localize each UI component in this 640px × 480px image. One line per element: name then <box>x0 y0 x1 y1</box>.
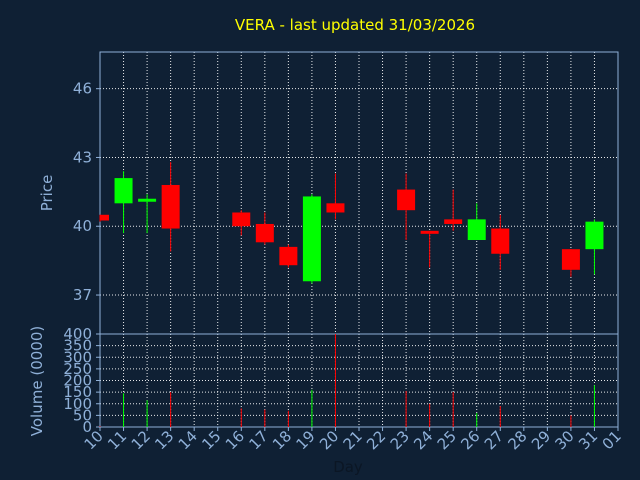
x-tick-label: 11 <box>104 427 130 453</box>
price-tick-label: 40 <box>73 217 92 235</box>
candle-body <box>302 196 321 282</box>
price-axis-label: Price <box>38 175 56 212</box>
candle-body <box>114 178 133 204</box>
x-tick-label: 26 <box>457 427 483 453</box>
x-tick-label: 31 <box>575 427 601 453</box>
candlesticks <box>99 162 604 284</box>
x-tick-label: 30 <box>552 427 578 453</box>
candle-body <box>279 246 298 266</box>
price-y-ticks: 37 40 43 46 <box>73 80 100 304</box>
price-panel-grid <box>100 52 618 334</box>
price-tick-label: 37 <box>73 286 92 304</box>
x-tick-label: 16 <box>222 427 248 453</box>
x-tick-label: 13 <box>151 427 177 453</box>
volume-tick-label: 250 <box>63 360 92 378</box>
candle-body <box>161 184 180 229</box>
x-tick-label: 23 <box>387 427 413 453</box>
x-tick-label: 21 <box>340 427 366 453</box>
volume-tick-label: 200 <box>63 372 92 390</box>
candle-body <box>491 228 510 254</box>
x-tick-label: 27 <box>481 427 507 453</box>
x-tick-label: 14 <box>175 427 201 453</box>
x-tick-label: 19 <box>293 427 319 453</box>
x-tick-label: 20 <box>316 427 342 453</box>
price-tick-label: 46 <box>73 80 92 98</box>
volume-tick-label: 300 <box>63 348 92 366</box>
chart-title: VERA - last updated 31/03/2026 <box>235 16 475 34</box>
candle-body <box>585 221 604 250</box>
volume-panel-grid <box>100 334 618 427</box>
x-tick-label: 17 <box>245 427 271 453</box>
candle-body <box>444 219 463 224</box>
volume-tick-label: 150 <box>63 383 92 401</box>
candle-body <box>232 212 251 227</box>
volume-tick-label: 350 <box>63 337 92 355</box>
volume-tick-label: 100 <box>63 395 92 413</box>
volume-bars <box>99 334 595 427</box>
candle-body <box>255 223 274 243</box>
volume-tick-label: 400 <box>63 325 92 343</box>
candle-body <box>138 198 157 202</box>
x-tick-label: 22 <box>363 427 389 453</box>
volume-axis-label: Volume (0000) <box>28 326 46 436</box>
x-tick-label: 24 <box>410 427 436 453</box>
x-tick-label: 18 <box>269 427 295 453</box>
x-tick-label: 01 <box>599 427 625 453</box>
candle-body <box>397 189 416 211</box>
candle-body <box>561 249 580 270</box>
candle-body <box>467 219 486 240</box>
volume-tick-label: 50 <box>73 406 92 424</box>
x-tick-label: 29 <box>528 427 554 453</box>
x-tick-label: 25 <box>434 427 460 453</box>
candle-body <box>100 214 109 221</box>
candle-body <box>326 203 345 213</box>
x-tick-label: 12 <box>128 427 154 453</box>
x-axis-ticks: 1011121314151617181920212223242526272829… <box>81 427 625 453</box>
candle-body <box>420 230 439 234</box>
price-tick-label: 43 <box>73 148 92 166</box>
x-tick-label: 28 <box>504 427 530 453</box>
x-tick-label: 15 <box>198 427 224 453</box>
x-axis-label: Day <box>333 458 363 476</box>
volume-tick-label: 0 <box>82 418 92 436</box>
